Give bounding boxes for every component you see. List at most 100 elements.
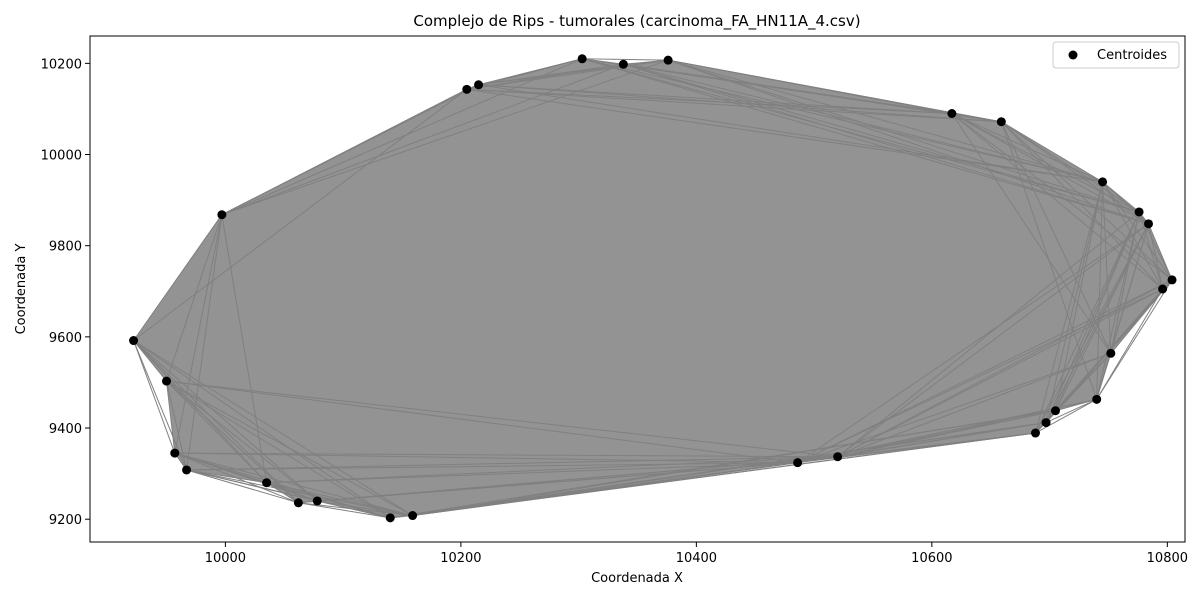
- x-axis-ticks: 10000 10200 10400 10600 10800: [205, 542, 1188, 566]
- complex-edge: [174, 452, 798, 464]
- complex-edge: [1148, 223, 1173, 281]
- x-tick-label: 10000: [205, 551, 246, 566]
- centroid-points: [129, 54, 1177, 523]
- complex-edge: [186, 462, 798, 471]
- centroid-point: [474, 80, 484, 90]
- complex-edge: [266, 482, 299, 504]
- complex-edge: [317, 500, 413, 517]
- centroid-point: [793, 458, 803, 468]
- complex-edge: [1000, 121, 1112, 354]
- complex-edge: [668, 59, 1002, 123]
- complex-edge: [1110, 223, 1149, 354]
- complex-edge: [1102, 181, 1164, 290]
- complex-edge: [174, 452, 838, 458]
- complex-edge: [623, 63, 1140, 213]
- x-tick-label: 10600: [911, 551, 952, 566]
- legend-marker-centroides: [1068, 50, 1078, 60]
- complex-edge: [133, 340, 176, 454]
- complex-edge: [623, 59, 669, 65]
- centroid-point: [1144, 219, 1153, 229]
- complex-edge: [1000, 121, 1173, 281]
- complex-edge: [166, 214, 223, 382]
- complex-edge: [582, 58, 669, 61]
- legend-label-centroides: Centroides: [1097, 48, 1167, 63]
- complex-edge: [166, 380, 798, 464]
- complex-edge: [412, 410, 1056, 517]
- y-axis-title: Coordenada Y: [14, 244, 29, 335]
- complex-edge: [466, 88, 1002, 123]
- y-tick-label: 9600: [49, 331, 82, 346]
- complex-edge: [797, 279, 1173, 464]
- complex-edge: [1001, 121, 1149, 225]
- complex-edge: [1034, 181, 1104, 434]
- complex-edge: [837, 211, 1140, 458]
- complex-edge: [1000, 121, 1098, 400]
- y-tick-label: 10200: [41, 57, 82, 72]
- complex-edge: [221, 59, 669, 216]
- plot-frame: [89, 35, 1186, 543]
- centroid-point: [663, 55, 673, 65]
- centroid-point: [577, 54, 587, 64]
- complex-edge: [582, 58, 1149, 225]
- complex-edge: [166, 380, 838, 458]
- complex-edge: [951, 113, 1002, 123]
- complex-edge: [478, 84, 952, 114]
- complex-edge: [797, 223, 1149, 464]
- complex-edge: [266, 482, 318, 502]
- y-tick-label: 10000: [41, 149, 82, 164]
- complex-edge: [166, 381, 176, 454]
- complex-edge: [133, 340, 318, 502]
- complex-edge: [133, 340, 413, 516]
- complex-edge: [133, 340, 299, 504]
- complex-edge: [1055, 211, 1140, 411]
- complex-edge: [221, 58, 583, 216]
- centroid-point: [1050, 406, 1060, 416]
- complex-edge: [174, 452, 318, 502]
- complex-edge: [186, 469, 413, 517]
- y-tick-label: 9400: [49, 422, 82, 437]
- complex-edge: [166, 380, 267, 484]
- complex-edge: [1000, 121, 1163, 290]
- complex-edge: [1055, 352, 1112, 412]
- complex-edge: [1045, 223, 1149, 423]
- complex-edge: [1096, 279, 1173, 400]
- centroid-point: [162, 376, 172, 386]
- complex-edge: [837, 422, 1047, 458]
- complex-edge: [317, 500, 391, 519]
- y-axis-ticks: 9200 9400 9600 9800 10000 10200: [41, 57, 90, 528]
- complex-edge: [412, 432, 1036, 517]
- centroid-point: [1041, 418, 1051, 428]
- complex-edge: [186, 214, 223, 471]
- centroid-point: [408, 511, 418, 521]
- complex-edge: [221, 214, 268, 483]
- complex-edge: [298, 502, 391, 519]
- centroid-point: [312, 496, 322, 506]
- x-axis-title: Coordenada X: [591, 571, 683, 586]
- complex-edge: [1001, 121, 1140, 213]
- complex-edge: [951, 113, 1173, 281]
- complex-edge: [186, 456, 838, 471]
- complex-edge: [667, 59, 1103, 183]
- complex-edge: [133, 214, 223, 341]
- complex-edge: [837, 223, 1149, 458]
- complex-edge: [466, 59, 669, 90]
- complex-edge: [174, 452, 413, 517]
- complex-edge: [1096, 181, 1104, 400]
- complex-edge: [1035, 398, 1097, 434]
- centroid-point: [833, 452, 843, 462]
- centroid-point: [170, 448, 180, 458]
- complex-edge: [317, 456, 838, 502]
- complex-edge: [166, 380, 391, 519]
- complex-edge: [221, 84, 479, 216]
- centroid-point: [182, 465, 192, 475]
- complex-edge: [1096, 211, 1140, 400]
- centroid-point: [385, 513, 395, 523]
- complex-edge: [1055, 398, 1097, 412]
- centroid-point: [947, 108, 957, 118]
- complex-edge: [667, 59, 1149, 225]
- centroid-point: [262, 478, 272, 488]
- chart-title: Complejo de Rips - tumorales (carcinoma_…: [413, 12, 860, 31]
- centroid-point: [1158, 284, 1168, 294]
- complex-edge: [837, 288, 1163, 458]
